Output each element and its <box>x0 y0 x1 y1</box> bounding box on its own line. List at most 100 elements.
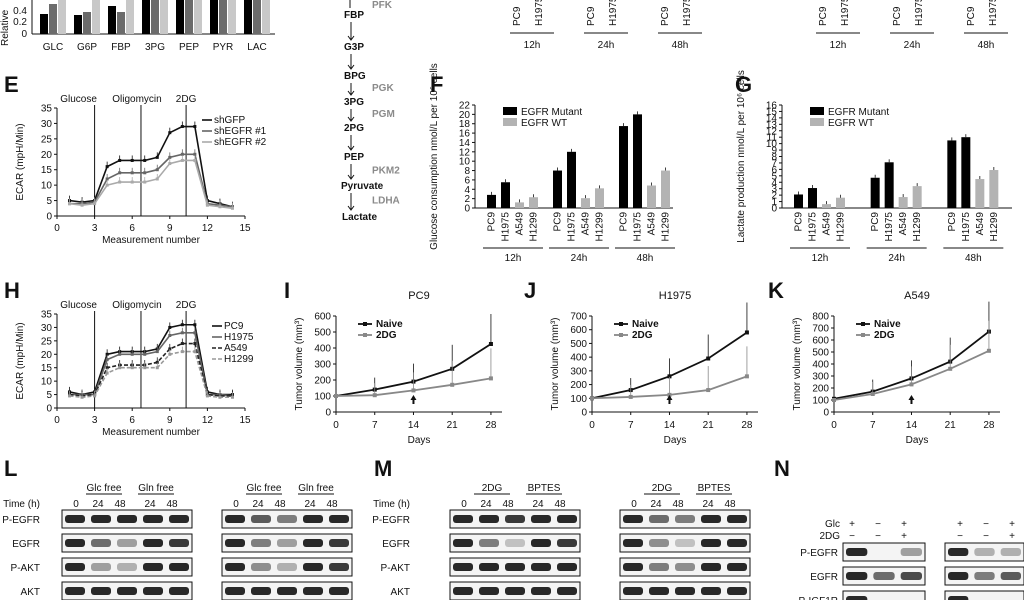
top-category-label: PYR <box>213 42 234 53</box>
data-point <box>628 394 633 399</box>
top-bar <box>83 12 91 34</box>
x-tick-label: 7 <box>372 420 378 431</box>
data-point <box>130 352 134 356</box>
blot-time-axis-label: Time (h) <box>3 499 40 510</box>
blot-band <box>974 572 995 580</box>
legend-marker <box>619 322 623 326</box>
blot-time-label: 48 <box>502 499 514 510</box>
bar <box>989 170 999 208</box>
data-point <box>93 394 97 398</box>
legend-label: EGFR WT <box>521 118 567 129</box>
bar <box>633 114 642 208</box>
blot-row-label: AKT <box>391 587 410 598</box>
x-axis-label: Measurement number <box>102 235 200 246</box>
y-tick-label: 10 <box>766 139 778 150</box>
blot-band <box>329 515 349 523</box>
blot-condition-label: Glc free <box>246 483 281 494</box>
y-tick-label: 800 <box>812 312 829 323</box>
bar <box>947 140 957 208</box>
x-tick-label: 6 <box>129 415 135 426</box>
blot-time-label: 48 <box>554 499 566 510</box>
y-tick-label: 15 <box>41 363 53 374</box>
data-point <box>143 171 147 175</box>
blot-time-label: 0 <box>73 499 79 510</box>
y-tick-label: 500 <box>314 328 331 339</box>
data-point <box>744 330 749 335</box>
blot-band <box>277 515 297 523</box>
blot-band <box>846 596 868 600</box>
blot-band <box>557 515 577 523</box>
y-tick-label: 700 <box>812 324 829 335</box>
data-point <box>986 348 991 353</box>
y-tick-label: 22 <box>459 101 471 112</box>
top-group-label: 24h <box>904 40 921 51</box>
x-tick-label: 28 <box>741 420 753 431</box>
blot-band <box>65 539 85 547</box>
top-bar <box>244 0 252 34</box>
y-tick-label: 13 <box>766 120 778 131</box>
bar <box>515 202 524 208</box>
blot-band <box>623 587 643 595</box>
data-point <box>450 382 455 387</box>
top-group-label: 12h <box>524 40 541 51</box>
blot-panel-m: 2DG BPTES 0 24 48 24 48 2DG BPTES 0 24 48 24 48 Time (… <box>372 483 751 600</box>
x-tick-label: 21 <box>703 420 715 431</box>
data-point <box>155 177 159 181</box>
blot-sign: + <box>1009 519 1015 530</box>
y-tick-label: 600 <box>314 312 331 323</box>
bar <box>567 151 576 208</box>
blot-condition-label: 2DG <box>482 483 503 494</box>
y-tick-label: 12 <box>459 147 471 158</box>
blot-band <box>169 539 189 547</box>
data-point <box>168 325 172 329</box>
blot-band <box>900 548 922 556</box>
x-tick-label: 0 <box>54 415 60 426</box>
y-tick-label: 200 <box>570 380 587 391</box>
blot-band <box>117 563 137 571</box>
bar <box>619 126 628 208</box>
blot-band <box>505 539 525 547</box>
y-tick-label: 300 <box>570 366 587 377</box>
bar <box>501 182 510 208</box>
blot-time-label: 48 <box>672 499 684 510</box>
blot-band <box>303 515 323 523</box>
y-tick-label: 14 <box>459 138 471 149</box>
blot-band <box>948 596 969 600</box>
blot-band <box>727 563 747 571</box>
blot-time-label: 24 <box>144 499 156 510</box>
data-point <box>193 152 197 156</box>
legend-marker <box>619 333 623 337</box>
y-tick-label: 6 <box>464 175 470 186</box>
y-tick-label: 15 <box>766 107 778 118</box>
x-tick-label: 9 <box>167 223 173 234</box>
y-tick-label: 10 <box>41 181 53 192</box>
blot-band <box>277 539 297 547</box>
y-tick-label: 0 <box>823 408 829 419</box>
blot-band <box>329 539 349 547</box>
blot-row-label: EGFR <box>810 572 838 583</box>
y-tick-label: 10 <box>41 377 53 388</box>
y-tick-label: 100 <box>314 392 331 403</box>
top-col-label: H1975 <box>682 0 693 26</box>
legend-label: EGFR Mutant <box>521 107 582 118</box>
blot-row-label: EGFR <box>12 539 40 550</box>
blot-band <box>675 587 695 595</box>
blot-sign: + <box>901 519 907 530</box>
blot-band <box>329 587 349 595</box>
blot-time-label: 48 <box>724 499 736 510</box>
y-tick-label: 100 <box>570 394 587 405</box>
blot-strip <box>842 590 926 600</box>
category-label: PC9 <box>794 212 805 232</box>
blot-band <box>505 563 525 571</box>
top-bar <box>194 0 202 34</box>
data-point <box>870 392 875 396</box>
legend-label: Naive <box>874 319 901 330</box>
blot-band <box>303 563 323 571</box>
top-col-label: H1975 <box>988 0 999 26</box>
x-tick-label: 0 <box>589 420 595 431</box>
data-point <box>130 158 134 162</box>
blot-band <box>948 548 969 556</box>
legend-label: 2DG <box>874 330 895 341</box>
x-tick-label: 0 <box>333 420 339 431</box>
